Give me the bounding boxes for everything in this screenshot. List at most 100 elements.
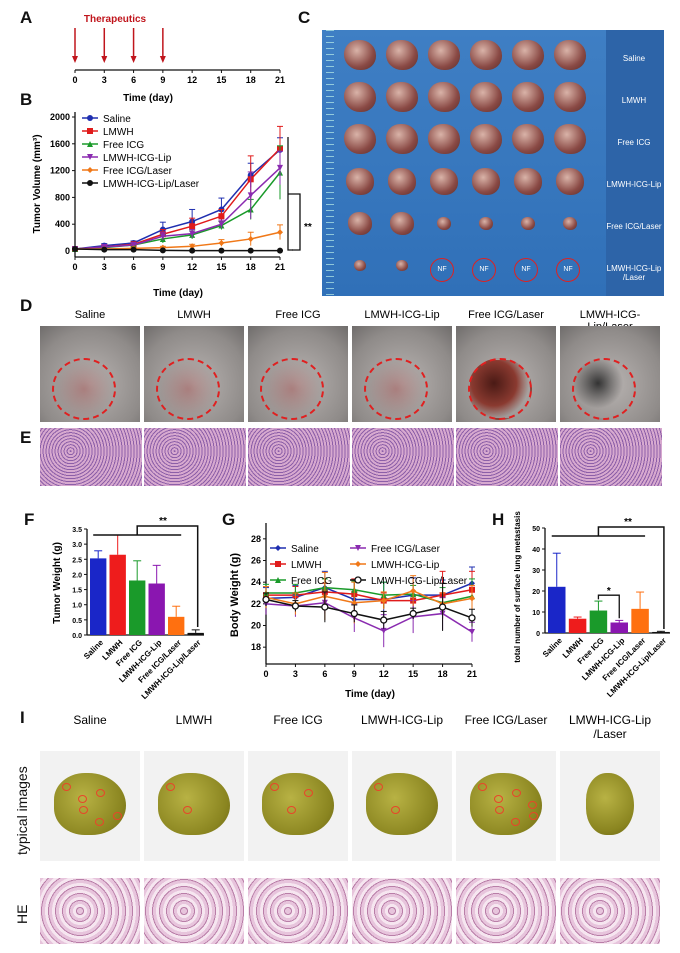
y-tick-label: 0.0: [72, 633, 82, 640]
sig-bracket-b2: [288, 193, 301, 251]
data-point: [218, 247, 225, 254]
panel-g-ylabel: Body Weight (g): [229, 553, 241, 637]
bar-5: [187, 632, 204, 635]
y-tick-label: 1.0: [72, 603, 82, 610]
series-line-4: [75, 231, 281, 250]
legend-marker: [87, 115, 93, 121]
panel-a-tick-label: 21: [275, 75, 285, 85]
tumor-image: [390, 212, 414, 235]
data-point: [130, 246, 137, 253]
dose-arrow-icon: [159, 56, 166, 63]
sig-bracket-b1: [287, 137, 293, 251]
data-point: [291, 602, 300, 610]
he-histology-image: [456, 428, 558, 486]
series-line-3: [74, 167, 281, 250]
data-point: [350, 609, 358, 618]
panel-a-tick-label: 6: [131, 75, 136, 85]
data-point: [189, 247, 196, 254]
sig-bar-h2: [597, 526, 665, 629]
data-point: [159, 233, 166, 240]
row-label: LMWH-ICG-Lip: [606, 180, 662, 189]
mouse-tumor-photo: [456, 326, 556, 422]
tumor-image: [512, 40, 544, 71]
y-tick-label: 3.5: [72, 527, 82, 534]
legend-marker: [355, 561, 361, 567]
bar-3: [610, 622, 628, 633]
data-point: [189, 230, 196, 237]
tumor-image: [512, 82, 544, 113]
x-tick-label: 12: [187, 262, 197, 272]
data-point: [321, 603, 329, 611]
category-label: Saline: [541, 636, 564, 659]
data-point: [277, 164, 283, 171]
panel-label-a: A: [20, 8, 33, 27]
lung-photo: [456, 751, 556, 861]
mouse-tumor-photo: [248, 326, 348, 422]
data-point: [468, 614, 476, 622]
significance-label: **: [624, 517, 632, 528]
ruler: [326, 30, 334, 296]
lung-he-image: [560, 878, 660, 944]
panel-g-xlabel: Time (day): [345, 689, 395, 700]
data-point: [247, 247, 254, 254]
metastasis-nodule-marker: [113, 812, 122, 820]
y-tick-label: 2.5: [72, 557, 82, 564]
y-tick-label: 1.5: [72, 588, 82, 595]
bar-1: [109, 554, 126, 635]
bar-0: [90, 558, 107, 635]
y-tick-label: 20: [251, 621, 261, 631]
y-tick-label: 40: [532, 547, 540, 554]
metastasis-nodule-marker: [304, 789, 313, 797]
legend-marker: [354, 576, 362, 584]
y-tick-label: 0: [65, 246, 70, 256]
panel-h-ylabel: total number of surface lung metastasis: [513, 511, 522, 663]
sig-bar-h3: [597, 594, 620, 619]
y-tick-label: 26: [251, 556, 261, 566]
metastasis-nodule-marker: [494, 795, 503, 803]
y-tick-label: 2000: [50, 112, 70, 122]
y-tick-label: 28: [251, 534, 261, 544]
tumor-region-circle: [468, 358, 532, 420]
lung-specimen: [54, 773, 126, 835]
panel-label-c: C: [298, 8, 311, 27]
legend-marker: [355, 545, 361, 551]
lung-specimen: [586, 773, 634, 835]
sig-bar-f2: [136, 525, 199, 627]
tumor-region-circle: [364, 358, 428, 420]
y-tick-label: 50: [532, 526, 540, 533]
dose-arrow-icon: [72, 56, 78, 63]
panel-a-xlabel: Time (day): [123, 93, 173, 104]
data-point: [218, 221, 225, 228]
tumor-image: [514, 168, 542, 195]
tumor-image: [386, 124, 418, 155]
legend-label: LMWH-ICG-Lip: [103, 153, 172, 164]
data-point: [101, 246, 108, 253]
mouse-tumor-photo: [40, 326, 140, 422]
tumor-region-circle: [156, 358, 220, 420]
row-label-strip: [606, 30, 664, 296]
lung-photo: [144, 751, 244, 861]
legend-marker: [87, 141, 93, 147]
legend-marker: [87, 154, 93, 160]
lung-photo-label: LMWH-ICG-Lip: [360, 713, 443, 727]
lung-specimen: [158, 773, 230, 835]
tumor-image: [428, 40, 460, 71]
metastasis-nodule-marker: [478, 783, 487, 791]
x-tick-label: 21: [467, 669, 477, 679]
panel-a-tick-label: 0: [72, 75, 77, 85]
lung-photo-label: LMWH: [175, 713, 213, 727]
significance-label: **: [159, 516, 167, 527]
data-point: [189, 223, 196, 230]
lung-he-image: [248, 878, 348, 944]
tumor-image: [554, 82, 586, 113]
significance-label: **: [304, 222, 312, 233]
y-tick-label: 800: [55, 192, 70, 202]
metastasis-nodule-marker: [287, 806, 296, 814]
legend-marker: [275, 561, 281, 567]
tumor-image: [554, 124, 586, 155]
x-tick-label: 18: [438, 669, 448, 679]
panel-label-g: G: [222, 510, 236, 529]
mouse-photo-label: LMWH: [177, 309, 211, 321]
bar-0: [548, 586, 566, 633]
metastasis-nodule-marker: [78, 795, 87, 803]
